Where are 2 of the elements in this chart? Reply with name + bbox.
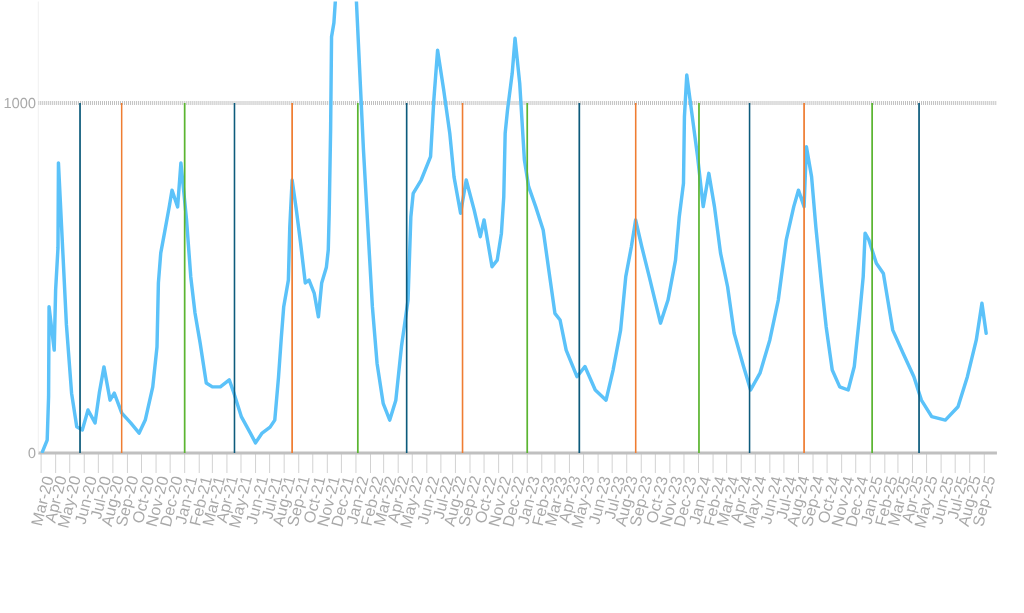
y-tick-label: 1000 xyxy=(4,97,36,109)
y-tick-label: 0 xyxy=(28,447,36,459)
